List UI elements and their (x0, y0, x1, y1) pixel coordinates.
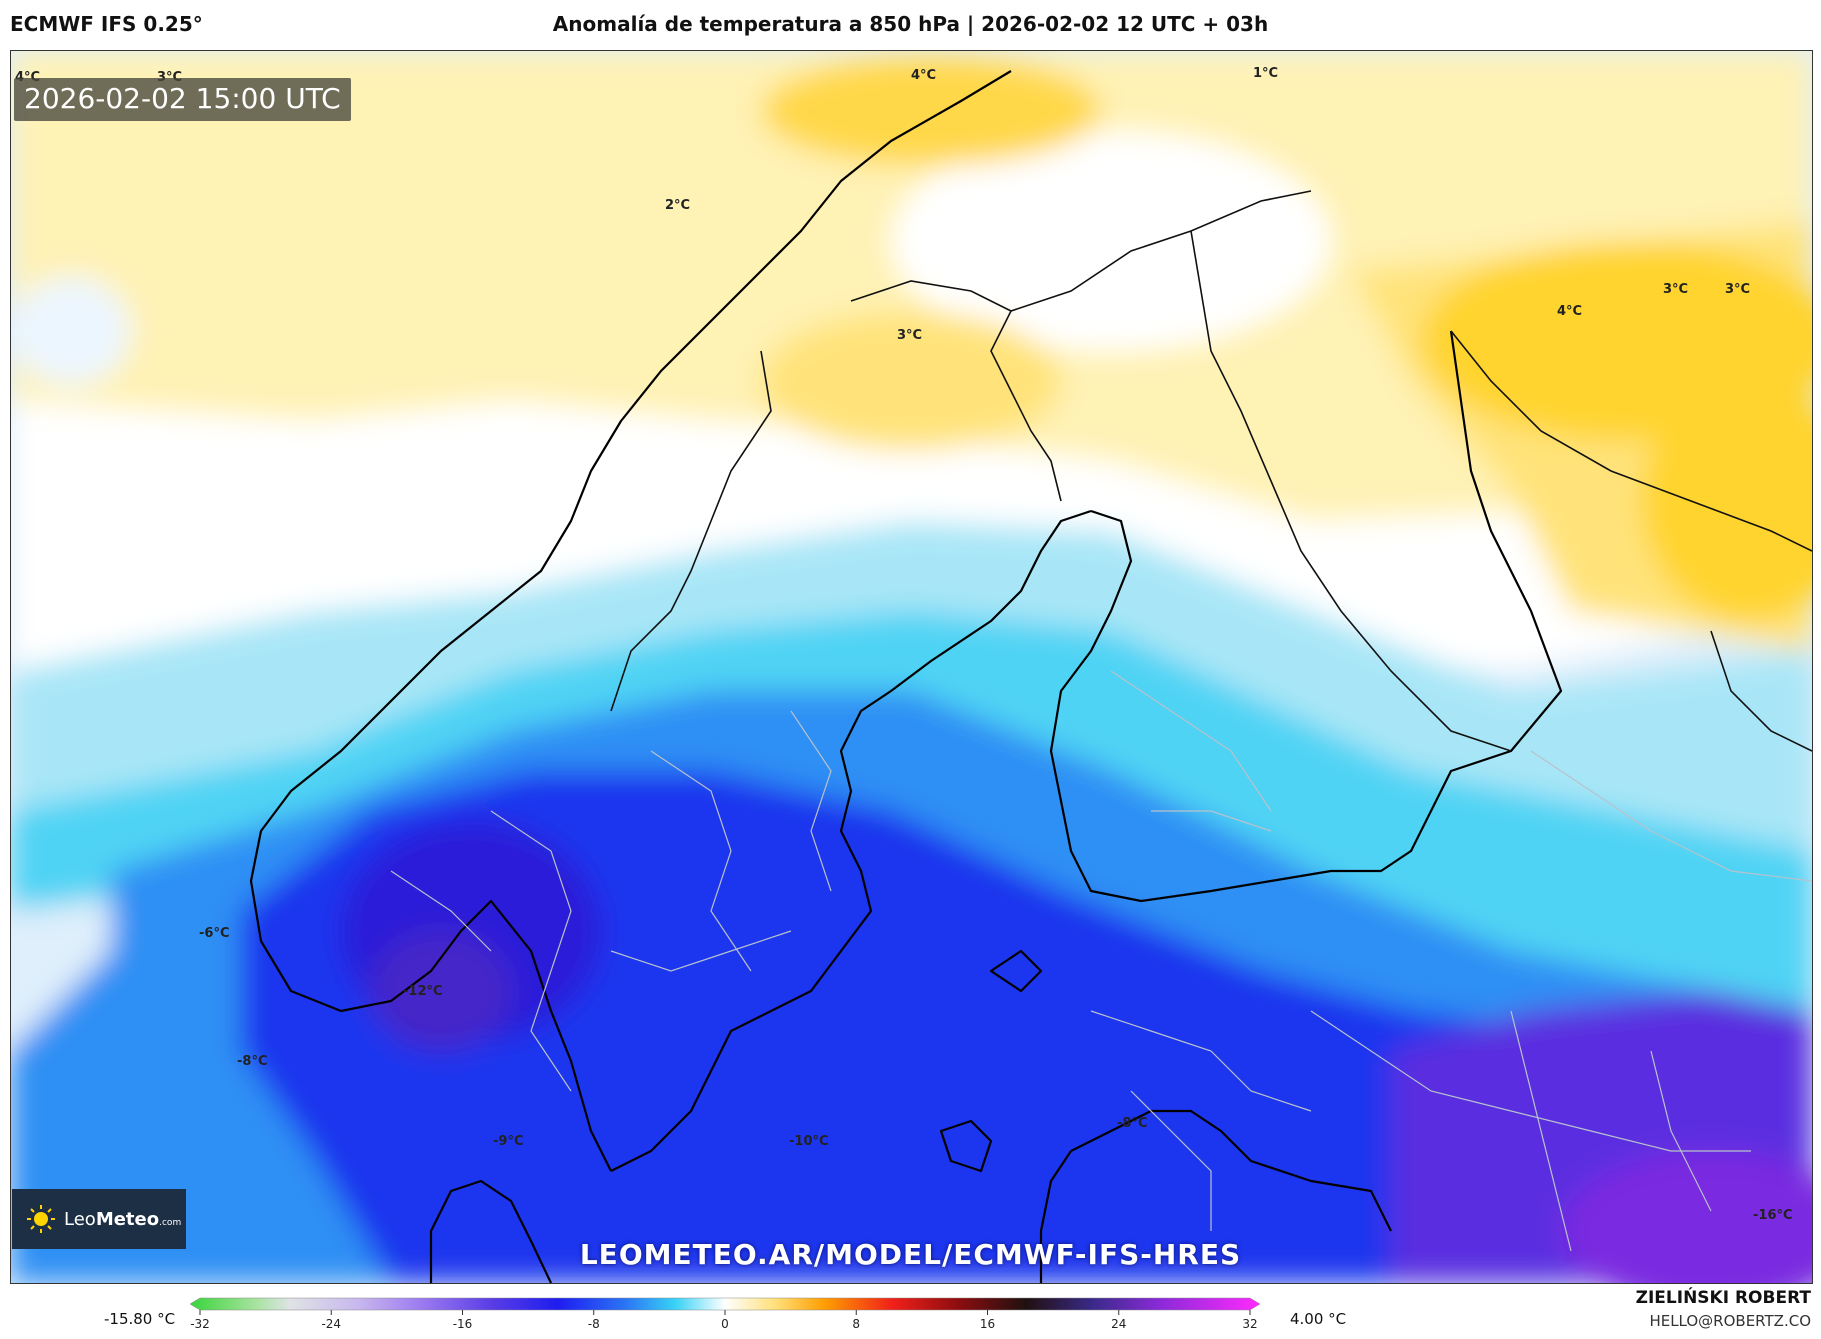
anomaly-field (11, 51, 1812, 1283)
logo-wordmark: LeoMeteo.com (64, 1208, 182, 1230)
colorbar-tick-label: 32 (1242, 1317, 1257, 1331)
colorbar: -32 -24 -16 -8 0 8 16 24 32 (189, 1297, 1261, 1331)
colorbar-tick-label: -24 (321, 1317, 341, 1331)
contour-label: 3°C (897, 328, 922, 343)
map-panel: 4°C 3°C 4°C 2°C 1°C 3°C 4°C 3°C 3°C -6°C… (10, 50, 1813, 1284)
contour-labels: 4°C 3°C 4°C 2°C 1°C 3°C 4°C 3°C 3°C -6°C… (15, 66, 1793, 1223)
contour-label: -10°C (789, 1134, 829, 1149)
contour-label: 3°C (1663, 282, 1688, 297)
map-title: Anomalía de temperatura a 850 hPa | 2026… (552, 12, 1269, 36)
leometeo-logo[interactable]: LeoMeteo.com (12, 1189, 186, 1249)
coastlines (249, 70, 1563, 1283)
contour-label: -12°C (403, 984, 443, 999)
contour-label: 4°C (1557, 304, 1582, 319)
watermark-url: LEOMETEO.AR/MODEL/ECMWF-IFS-HRES (579, 1238, 1242, 1271)
contour-label: -6°C (199, 926, 229, 941)
contour-label: -16°C (1753, 1208, 1793, 1223)
colorbar-tick-label: 0 (721, 1317, 729, 1331)
colorbar-tick-label: 16 (980, 1317, 995, 1331)
colorbar-tick-label: 8 (852, 1317, 860, 1331)
contour-label: 3°C (1725, 282, 1750, 297)
national-borders (610, 190, 1812, 752)
colorbar-tick-label: -16 (453, 1317, 473, 1331)
contour-label: 2°C (665, 198, 690, 213)
contour-label: -9°C (493, 1134, 523, 1149)
sun-icon (27, 1205, 55, 1233)
author-name: ZIELIŃSKI ROBERT (1635, 1288, 1811, 1308)
valid-time-badge: 2026-02-02 15:00 UTC (14, 78, 351, 121)
field-min-value: -15.80 °C (104, 1310, 176, 1328)
field-max-value: 4.00 °C (1290, 1310, 1347, 1328)
contour-label: -8°C (237, 1054, 267, 1069)
colorbar-ramp (189, 1297, 1261, 1311)
contour-label: -8°C (1117, 1116, 1147, 1131)
colorbar-tick-label: -8 (588, 1317, 600, 1331)
author-email[interactable]: HELLO@ROBERTZ.CO (1649, 1312, 1811, 1330)
colorbar-tick-label: -32 (190, 1317, 210, 1331)
admin-borders (390, 670, 1812, 1252)
anomaly-map: 4°C 3°C 4°C 2°C 1°C 3°C 4°C 3°C 3°C -6°C… (11, 51, 1812, 1283)
contour-label: 4°C (911, 68, 936, 83)
model-name: ECMWF IFS 0.25° (10, 12, 203, 36)
colorbar-tick-label: 24 (1111, 1317, 1126, 1331)
contour-label: 1°C (1253, 66, 1278, 81)
